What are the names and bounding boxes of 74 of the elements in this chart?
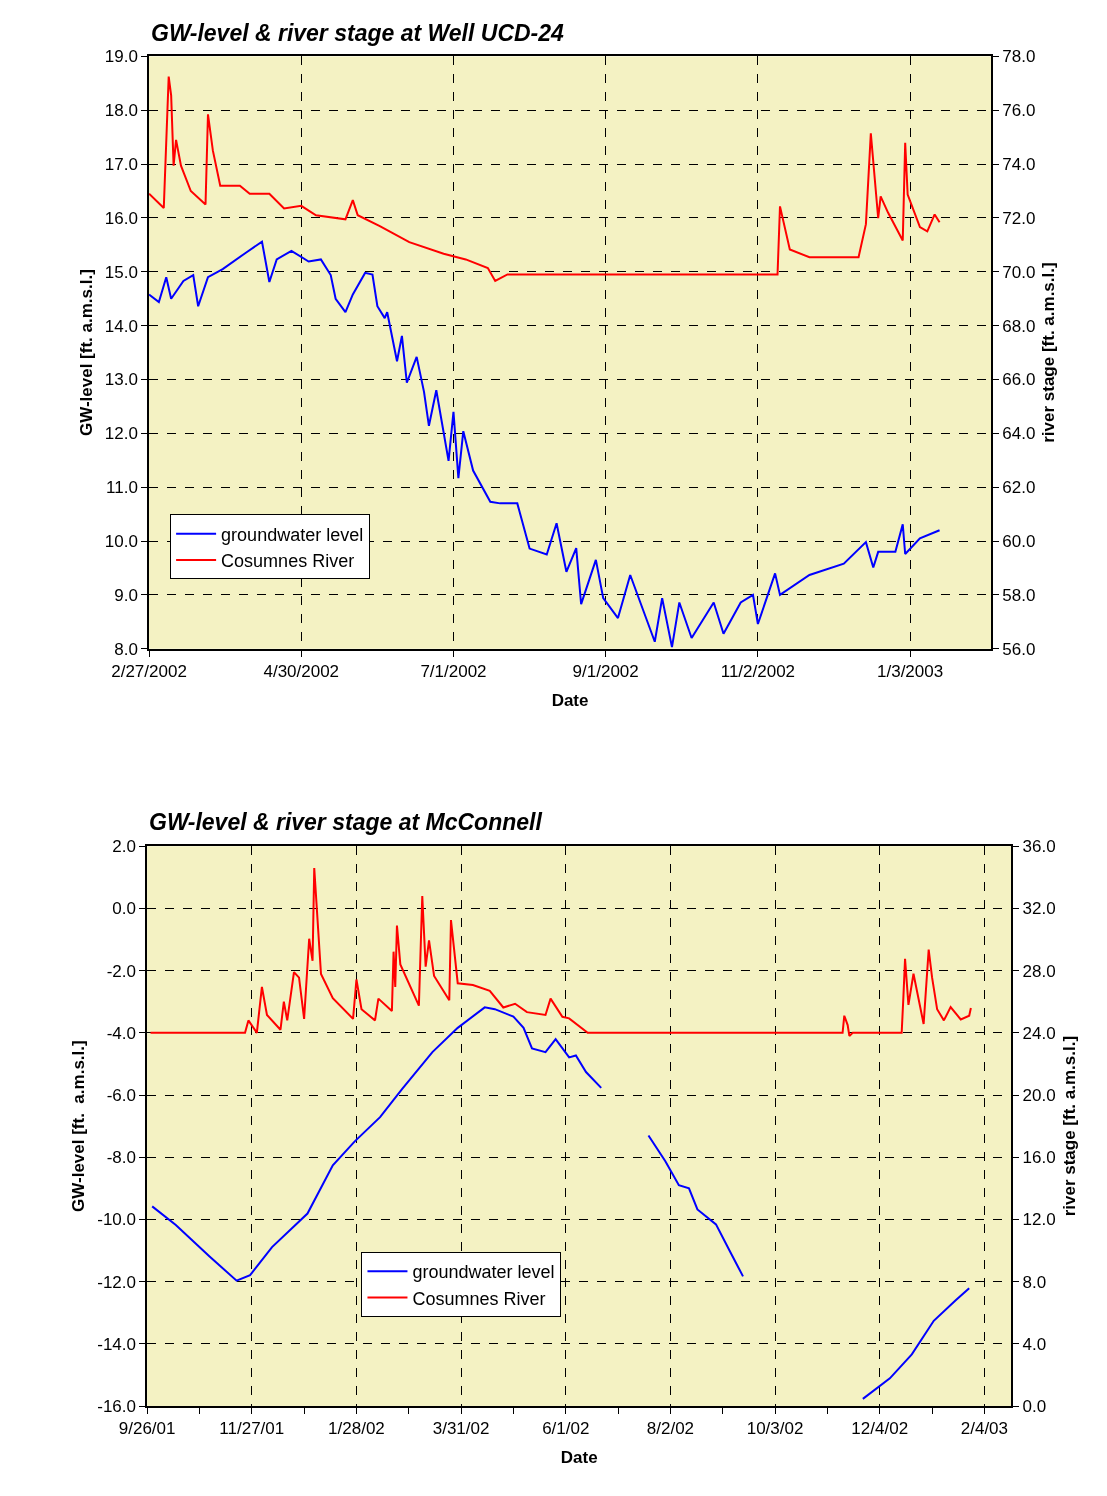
y2-tick-label: 36.0 xyxy=(1022,837,1056,857)
y2-tick-label: 72.0 xyxy=(1002,208,1036,228)
y2-tick-label: 32.0 xyxy=(1022,899,1056,919)
y2-tick-label: 8.0 xyxy=(1022,1272,1047,1292)
x-tick-label: 1/3/2003 xyxy=(877,661,944,681)
y2-tick-label: 70.0 xyxy=(1002,262,1036,282)
x-tick-label: 11/27/01 xyxy=(219,1419,285,1439)
y2-tick-label: 16.0 xyxy=(1022,1148,1056,1168)
x-tick-label: 3/31/02 xyxy=(432,1419,490,1439)
y2-tick-label: 4.0 xyxy=(1022,1334,1047,1354)
y-tick-label: -16.0 xyxy=(97,1396,136,1416)
y-tick-label: 2.0 xyxy=(112,837,136,857)
y2-tick-label: 68.0 xyxy=(1002,316,1036,336)
y-tick-label: -4.0 xyxy=(106,1023,136,1043)
y-tick-label: -2.0 xyxy=(106,961,136,981)
x-tick-label: 8/2/02 xyxy=(646,1419,695,1439)
y2-tick-label: 64.0 xyxy=(1002,424,1036,444)
x-tick-label: 9/26/01 xyxy=(118,1419,176,1439)
y-tick-label: 12.0 xyxy=(104,424,138,444)
legend-label: Cosumnes River xyxy=(412,1288,546,1309)
y-tick-label: 14.0 xyxy=(104,316,138,336)
y2-tick-label: 12.0 xyxy=(1022,1210,1056,1230)
x-axis-title: Date xyxy=(560,1448,598,1468)
legend-label: groundwater level xyxy=(412,1262,555,1283)
y2-tick-label: 28.0 xyxy=(1022,961,1056,981)
y-axis-title: GW-level [ft. a.m.s.l.] xyxy=(76,269,96,437)
x-tick-label: 2/4/03 xyxy=(960,1419,1009,1439)
y2-tick-label: 78.0 xyxy=(1002,47,1036,67)
x-tick-label: 10/3/02 xyxy=(746,1419,804,1439)
chart-title: GW-level & river stage at McConnell xyxy=(149,809,543,835)
y2-tick-label: 76.0 xyxy=(1002,101,1036,121)
y2-tick-label: 0.0 xyxy=(1022,1396,1047,1416)
y-axis-title: GW-level [ft. a.m.s.l.] xyxy=(69,1040,89,1212)
x-axis-title: Date xyxy=(551,690,589,710)
x-tick-label: 12/4/02 xyxy=(851,1419,909,1439)
y2-tick-label: 66.0 xyxy=(1002,370,1036,390)
line-series xyxy=(149,75,941,282)
y-tick-label: 10.0 xyxy=(104,532,138,552)
y2-tick-label: 62.0 xyxy=(1002,478,1036,498)
x-tick-label: 1/28/02 xyxy=(328,1419,385,1439)
y2-axis-title: river stage [ft. a.m.s.l.] xyxy=(1039,262,1059,443)
y2-tick-label: 74.0 xyxy=(1002,155,1036,175)
y2-tick-label: 60.0 xyxy=(1002,532,1036,552)
y-tick-label: 8.0 xyxy=(114,639,138,659)
line-series xyxy=(149,867,972,1037)
x-tick-label: 6/1/02 xyxy=(542,1419,590,1439)
y-tick-label: 16.0 xyxy=(104,208,138,228)
y-tick-label: -14.0 xyxy=(97,1334,136,1354)
x-tick-label: 11/2/2002 xyxy=(720,661,796,681)
legend-label: Cosumnes River xyxy=(221,551,355,572)
line-series xyxy=(149,240,941,649)
y-tick-label: -6.0 xyxy=(106,1085,136,1105)
y-tick-label: 11.0 xyxy=(106,478,138,498)
y2-axis-title: river stage [ft. a.m.s.l.] xyxy=(1059,1035,1079,1217)
y-tick-label: 13.0 xyxy=(104,370,138,390)
y-tick-label: -10.0 xyxy=(97,1210,136,1230)
y2-tick-label: 24.0 xyxy=(1022,1023,1056,1043)
y-tick-label: -12.0 xyxy=(97,1272,136,1292)
y-tick-label: 9.0 xyxy=(114,585,138,605)
x-tick-label: 7/1/2002 xyxy=(420,661,487,681)
x-tick-label: 4/30/2002 xyxy=(263,661,340,681)
y-tick-label: -8.0 xyxy=(106,1148,136,1168)
y-tick-label: 17.0 xyxy=(104,155,138,175)
y2-tick-label: 58.0 xyxy=(1002,585,1036,605)
x-tick-label: 9/1/2002 xyxy=(572,661,639,681)
legend-label: groundwater level xyxy=(221,524,364,545)
y-tick-label: 19.0 xyxy=(104,47,138,67)
y2-tick-label: 20.0 xyxy=(1022,1085,1056,1105)
y2-tick-label: 56.0 xyxy=(1002,639,1036,659)
x-tick-label: 2/27/2002 xyxy=(111,661,187,681)
chart-title: GW-level & river stage at Well UCD-24 xyxy=(151,20,565,46)
y-tick-label: 18.0 xyxy=(104,101,138,121)
y-tick-label: 15.0 xyxy=(104,262,138,282)
y-tick-label: 0.0 xyxy=(112,899,136,919)
